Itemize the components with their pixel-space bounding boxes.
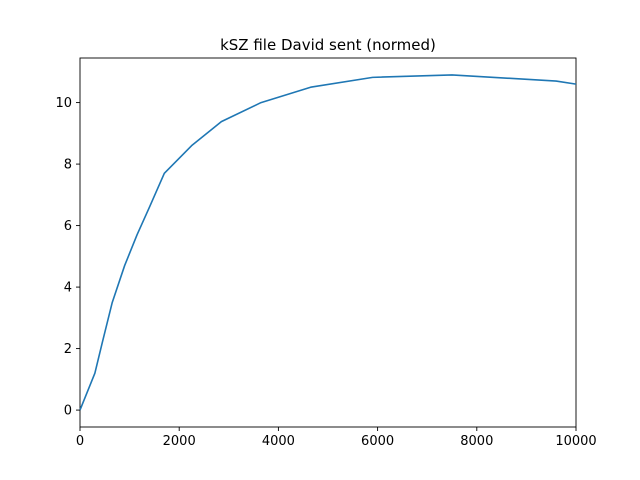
- y-tick-label: 10: [55, 96, 72, 111]
- y-tick-label: 4: [64, 281, 72, 296]
- x-tick-label: 0: [76, 434, 84, 449]
- x-tick-label: 4000: [262, 434, 295, 449]
- x-tick-label: 2000: [163, 434, 196, 449]
- y-tick-label: 2: [64, 342, 72, 357]
- y-tick-label: 6: [64, 219, 72, 234]
- y-tick-label: 0: [64, 404, 72, 419]
- series-line-0: [79, 74, 577, 411]
- chart-title: kSZ file David sent (normed): [220, 36, 436, 54]
- x-tick-label: 8000: [460, 434, 493, 449]
- series-layer: [79, 74, 577, 411]
- plot-frame: [79, 57, 577, 428]
- y-tick-label: 8: [64, 158, 72, 173]
- x-tick-label: 10000: [555, 434, 596, 449]
- x-tick-label: 6000: [361, 434, 394, 449]
- ticks: 0 2000 4000 6000 8000 10000 0 2 4 6 8 10: [55, 96, 596, 449]
- axes: [79, 57, 577, 428]
